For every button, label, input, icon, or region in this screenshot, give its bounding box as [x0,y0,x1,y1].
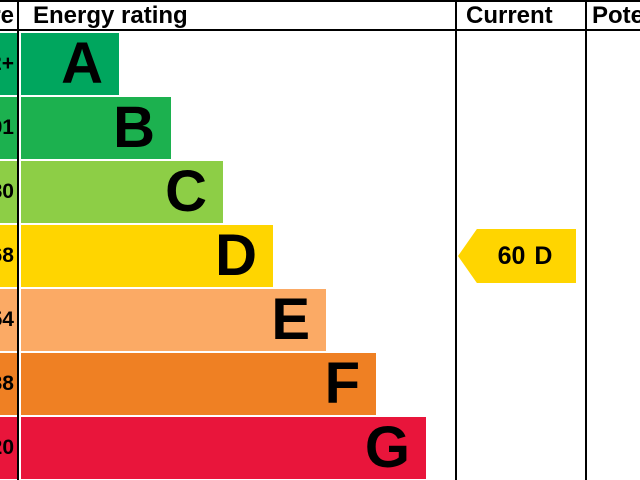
band-bar: B [21,97,171,159]
band-row-d: 55-68 D [0,225,640,287]
current-score-value: 60 [497,241,526,270]
band-letter: A [61,31,103,96]
band-bar: E [21,289,326,351]
current-column-header: Current [466,2,553,29]
band-row-f: 21-38 F [0,353,640,415]
band-letter: F [324,351,360,416]
band-row-e: 39-54 E [0,289,640,351]
current-rating-arrow: 60 D [458,229,576,283]
score-range: 21-38 [0,372,14,395]
band-letter: D [215,223,257,288]
score-cell: 1-20 [0,417,17,479]
score-cell: 55-68 [0,225,17,287]
column-divider-current [455,0,457,480]
score-range: 69-80 [0,180,14,203]
band-row-c: 69-80 C [0,161,640,223]
score-range: 1-20 [0,436,14,459]
band-letter: E [271,287,310,352]
header-divider [0,29,640,31]
column-divider-score [17,0,19,480]
score-cell: 69-80 [0,161,17,223]
band-bar: F [21,353,376,415]
score-cell: 92+ [0,33,17,95]
score-column-header: Score [0,2,14,29]
band-row-g: 1-20 G [0,417,640,479]
column-divider-potential [585,0,587,480]
band-bar: C [21,161,223,223]
band-row-a: 92+ A [0,33,640,95]
energy-rating-header: Energy rating [33,2,188,29]
band-letter: C [165,159,207,224]
band-row-b: 81-91 B [0,97,640,159]
score-range: 92+ [0,52,14,75]
table-top-border [0,0,640,2]
band-letter: B [113,95,155,160]
score-range: 55-68 [0,244,14,267]
score-cell: 39-54 [0,289,17,351]
current-band-letter: D [534,241,553,270]
band-letter: G [364,415,410,480]
score-range: 81-91 [0,116,14,139]
score-cell: 81-91 [0,97,17,159]
band-bar: D [21,225,273,287]
potential-column-header: Potential [592,2,640,29]
score-range: 39-54 [0,308,14,331]
band-bar: G [21,417,426,479]
band-bar: A [21,33,119,95]
score-cell: 21-38 [0,353,17,415]
